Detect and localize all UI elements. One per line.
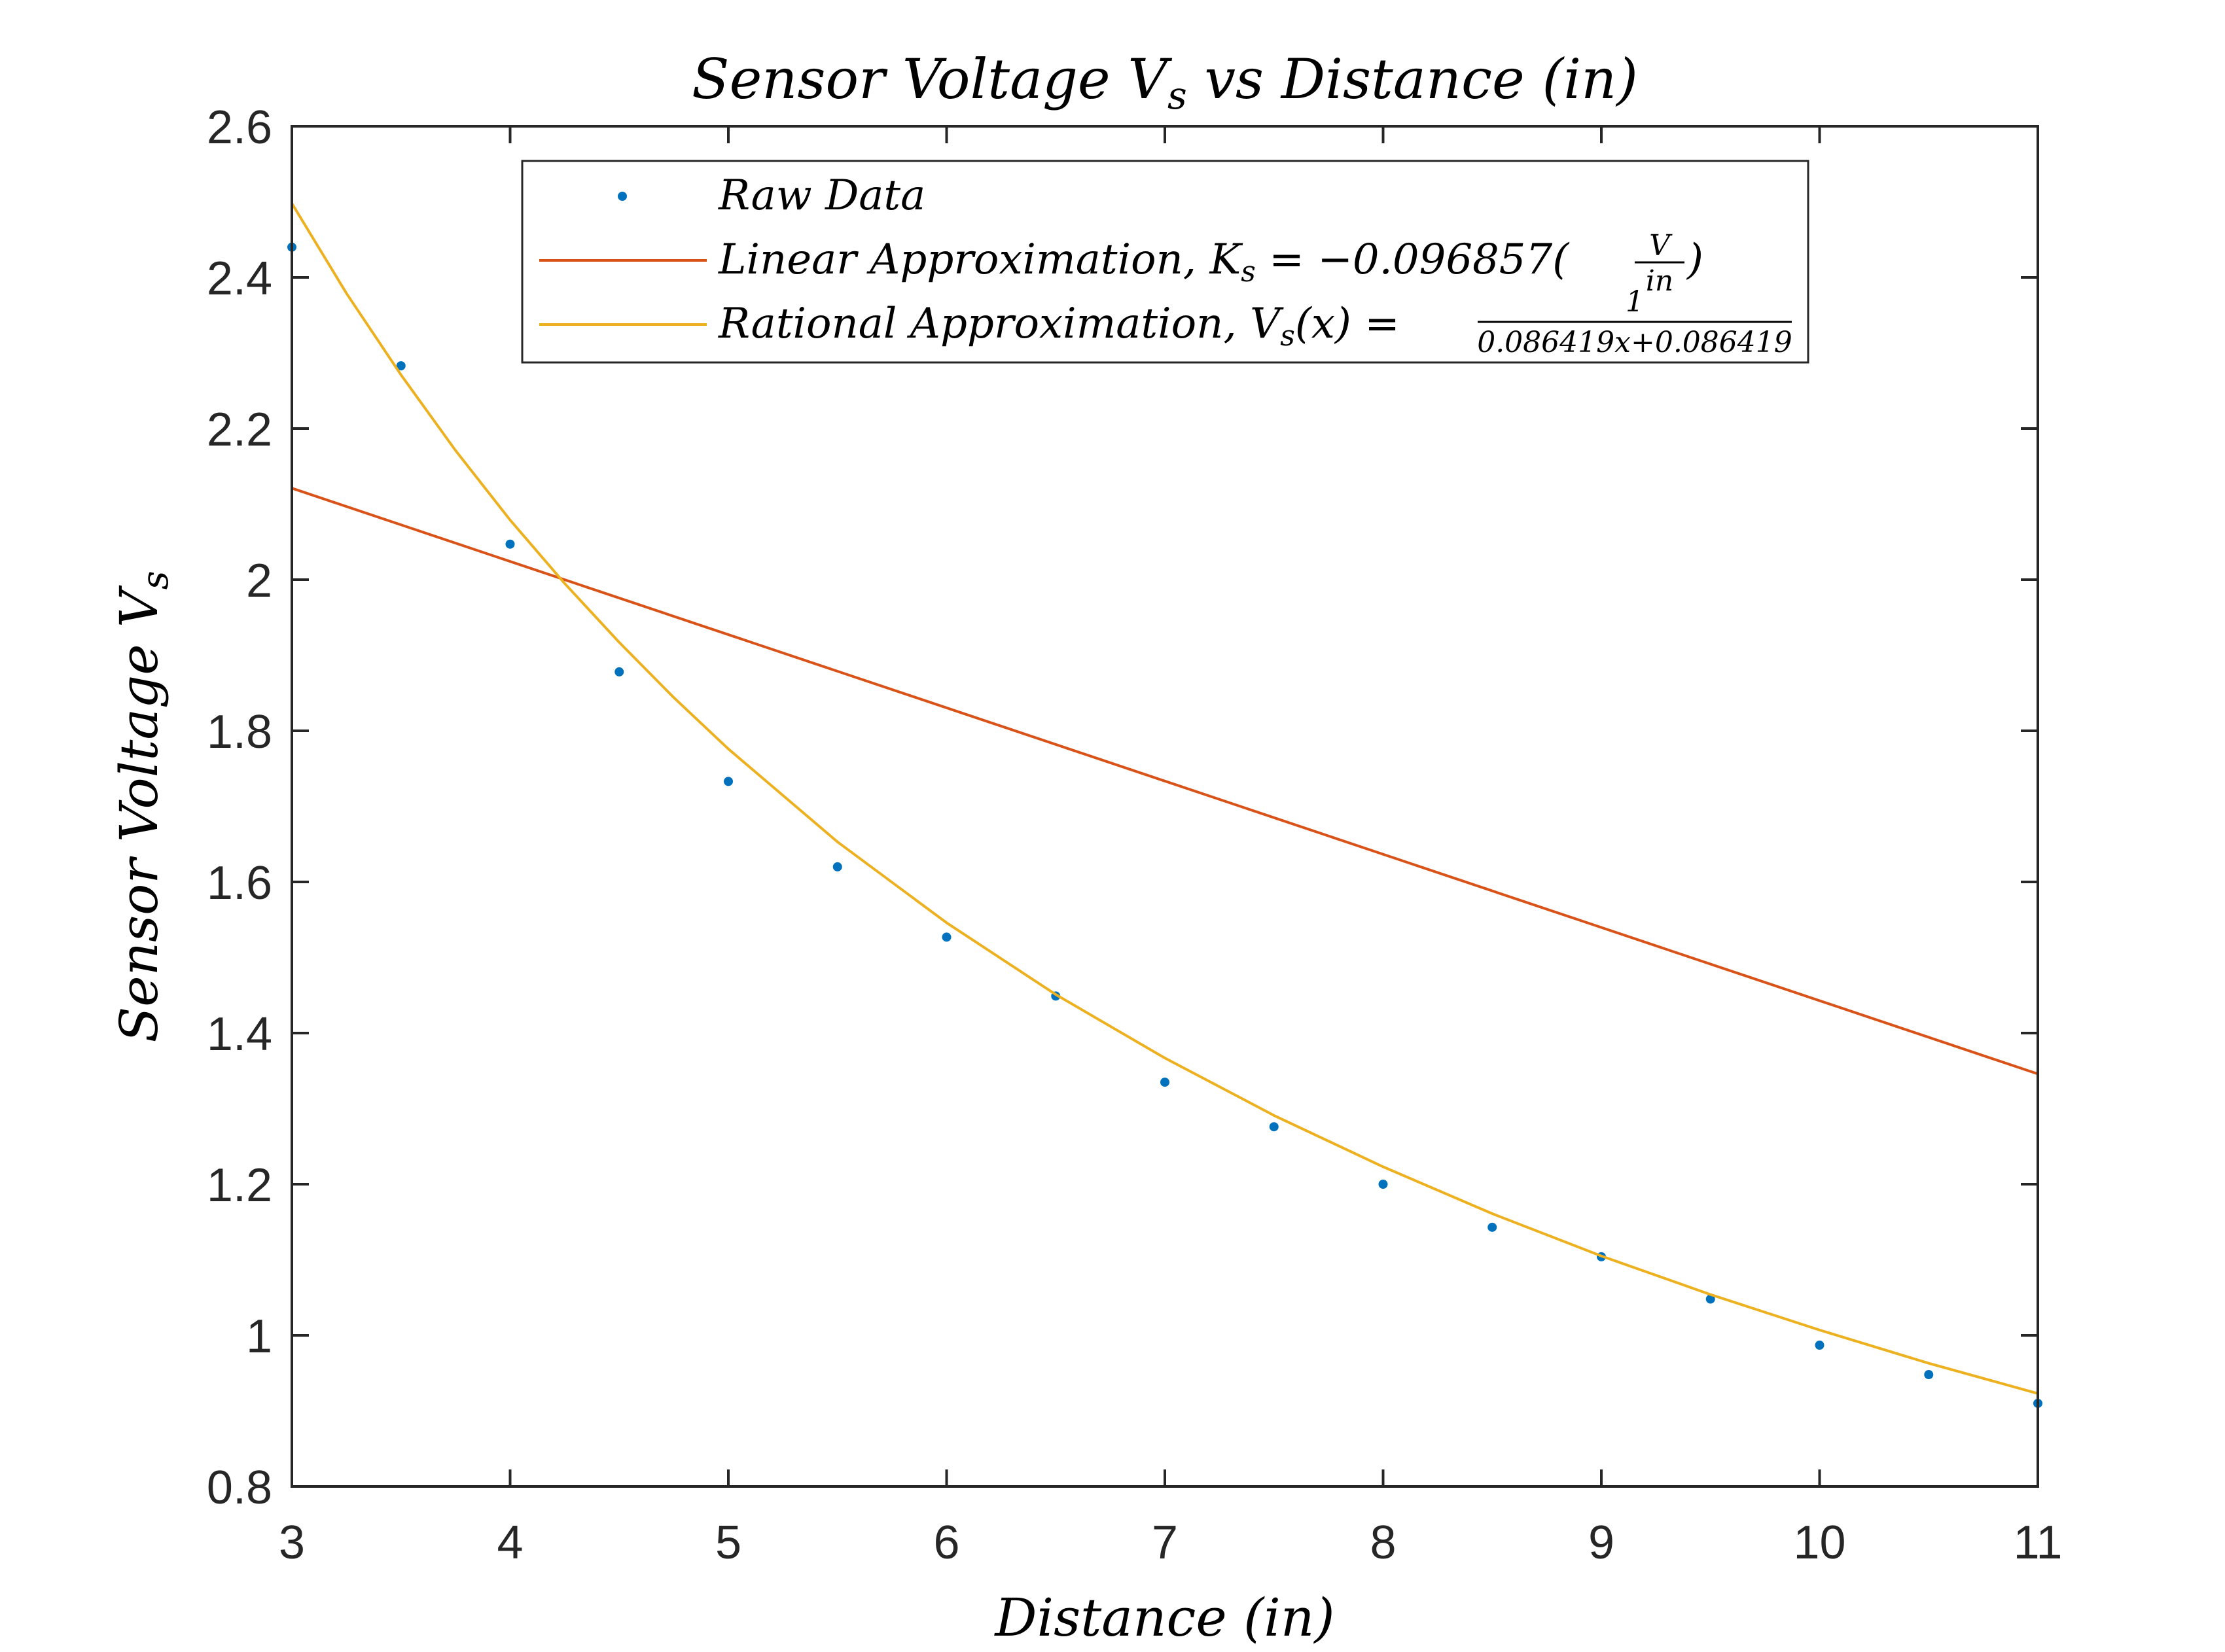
x-tick-label: 5 [715, 1517, 741, 1569]
legend-label-linear: Linear Approximation, Ks = −0.096857( [718, 236, 1570, 289]
y-tick-label: 2.4 [207, 253, 272, 305]
data-point [1705, 1294, 1715, 1304]
legend-frac-v: V [1649, 229, 1673, 262]
y-tick-label: 2.6 [207, 101, 272, 154]
legend-box [521, 160, 1809, 364]
chart-title: Sensor Voltage Vs vs Distance (in) [692, 47, 1638, 118]
data-point [1160, 1078, 1169, 1087]
y-tick-label: 0.8 [207, 1462, 272, 1514]
data-point [505, 539, 515, 549]
data-point [396, 361, 406, 371]
y-tick-label: 1.4 [207, 1008, 272, 1061]
series-rational-approximation [291, 202, 2038, 1395]
x-tick-label: 10 [1793, 1517, 1845, 1569]
x-tick-label: 7 [1152, 1517, 1178, 1569]
x-tick-label: 9 [1588, 1517, 1614, 1569]
y-tick-label: 1.2 [207, 1159, 272, 1212]
legend-paren-close: ) [1686, 236, 1703, 284]
series-linear-approximation [291, 487, 2038, 1076]
x-tick-label: 3 [279, 1517, 305, 1569]
x-tick-label: 6 [933, 1517, 959, 1569]
legend: Raw Data Linear Approximation, Ks = −0.0… [521, 160, 1809, 364]
data-point [832, 862, 842, 871]
x-tick-label: 8 [1370, 1517, 1396, 1569]
series-layer [287, 202, 2042, 1408]
y-axis-label: Sensor Voltage Vs [109, 571, 177, 1042]
x-tick-label: 11 [2014, 1517, 2063, 1569]
x-tick-label: 4 [497, 1517, 523, 1569]
legend-label-raw-data: Raw Data [718, 171, 925, 220]
data-point [614, 667, 624, 677]
y-tick-label: 2.2 [207, 404, 272, 456]
ticks-layer: 3 4 5 6 7 8 9 10 11 0.8 1 1.2 1.4 1.6 1.8 2 2.2 2.4 2.6 [207, 101, 2062, 1569]
y-tick-label: 1.8 [207, 706, 272, 758]
data-point [724, 777, 733, 786]
legend-label-rational: Rational Approximation, Vs(x) = [718, 300, 1400, 353]
legend-marker-raw-data [618, 192, 627, 201]
data-point [1924, 1370, 1934, 1380]
y-tick-label: 2 [246, 555, 272, 607]
data-point [942, 932, 952, 942]
series-raw-data [287, 242, 2042, 1408]
data-point [1487, 1222, 1497, 1232]
data-point [1269, 1122, 1279, 1132]
x-axis-label: Distance (in) [993, 1587, 1334, 1648]
data-point [1815, 1341, 1824, 1350]
y-tick-label: 1 [246, 1310, 272, 1363]
legend-frac-denominator: 0.086419x+0.086419 [1477, 326, 1792, 359]
legend-frac-one: 1 [1626, 285, 1644, 319]
y-tick-label: 1.6 [207, 857, 272, 909]
data-point [1378, 1180, 1388, 1189]
legend-frac-in: in [1646, 264, 1673, 298]
